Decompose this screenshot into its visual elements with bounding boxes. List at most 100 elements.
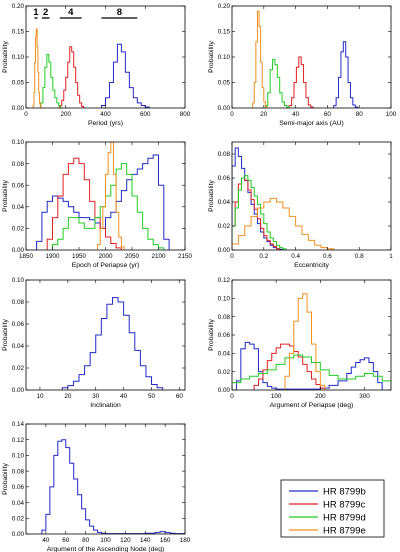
series-hr-8799c xyxy=(253,343,326,390)
y-tick-label: 0.04 xyxy=(218,199,231,206)
chart-panel-4: 0 0.2 0.4 0.6 0.8 1 0.00 0.02 0.04 0.06 0.08 Eccent… xyxy=(208,141,393,269)
x-tick-label: 20 xyxy=(260,111,268,118)
y-tick-label: 0.06 xyxy=(12,321,25,328)
y-tick-label: 0.08 xyxy=(12,161,25,168)
chart-panel-2: 0 20 40 60 80 100 0.00 0.05 0.10 0.15 0.20 Semi-maj… xyxy=(208,3,397,127)
series-hr-8799c xyxy=(288,56,314,108)
x-tick-label: 0.4 xyxy=(291,253,300,260)
legend-label: HR 8799c xyxy=(323,500,365,511)
y-tick-label: 0.10 xyxy=(218,296,231,303)
chart-panel-3: 1850 1900 1950 2000 2050 2100 2150 0.00 0.02 0.04… xyxy=(2,139,192,269)
y-tick-label: 0.00 xyxy=(218,247,231,254)
y-tick-label: 0.02 xyxy=(12,226,25,233)
series-hr-8799e xyxy=(284,293,326,390)
x-tick-label: 80 xyxy=(82,537,90,544)
y-tick-label: 0.02 xyxy=(218,369,231,376)
y-tick-label: 0.14 xyxy=(12,421,25,428)
plot-frame xyxy=(231,141,392,251)
y-tick-label: 0.00 xyxy=(12,531,25,538)
y-tick-label: 0.12 xyxy=(218,277,231,284)
x-tick-label: 0 xyxy=(24,111,28,118)
y-tick-label: 0.02 xyxy=(218,223,231,230)
y-tick-label: 0.00 xyxy=(218,105,231,112)
plot-frame xyxy=(25,5,186,109)
x-tick-label: 2100 xyxy=(151,253,166,260)
y-tick-label: 0.06 xyxy=(218,332,231,339)
y-tick-label: 0.04 xyxy=(12,343,25,350)
resonance-label: 4 xyxy=(68,7,74,18)
x-tick-label: 60 xyxy=(62,537,70,544)
y-axis-label: Probability xyxy=(208,41,215,73)
x-tick-label: 30 xyxy=(92,393,100,400)
y-tick-label: 0.08 xyxy=(12,468,25,475)
y-tick-label: 0.08 xyxy=(12,299,25,306)
x-axis-label: Semi-major axis (AU) xyxy=(279,120,344,127)
y-axis-label: Probability xyxy=(2,180,9,212)
y-axis-label: Probability xyxy=(2,41,9,73)
y-tick-label: 0.04 xyxy=(12,204,25,211)
y-tick-label: 0.02 xyxy=(12,515,25,522)
resonance-label: 1 xyxy=(33,7,39,18)
chart-panel-7: 40 60 80 100 120 140 160 180 0.00 0.02 0.04 0.06 0.0… xyxy=(2,421,191,552)
y-axis-label: Probability xyxy=(208,180,215,212)
y-tick-label: 0.15 xyxy=(12,29,25,36)
x-tick-label: 160 xyxy=(160,537,171,544)
y-tick-label: 0.20 xyxy=(218,3,231,10)
x-tick-label: 140 xyxy=(140,537,151,544)
y-tick-label: 0.00 xyxy=(12,387,25,394)
x-tick-label: 40 xyxy=(42,537,50,544)
series-hr-8799c xyxy=(59,46,85,108)
series-hr-8799d xyxy=(232,175,287,250)
x-tick-label: 80 xyxy=(356,111,364,118)
x-tick-label: 0.6 xyxy=(323,253,332,260)
y-tick-label: 0.10 xyxy=(12,54,25,61)
x-tick-label: 0 xyxy=(230,253,234,260)
series-hr-8799b xyxy=(235,341,383,390)
x-axis-label: Inclination xyxy=(90,402,121,409)
x-tick-label: 2050 xyxy=(125,253,140,260)
series-hr-8799e xyxy=(232,197,335,250)
x-tick-label: 200 xyxy=(315,393,326,400)
series-hr-8799d xyxy=(52,163,165,250)
series-hr-8799e xyxy=(97,142,125,250)
y-axis-label: Probability xyxy=(208,319,215,351)
x-tick-label: 20 xyxy=(64,393,72,400)
chart-panels: 0 200 400 600 8000.000.050.100.150.20Period … xyxy=(2,3,397,552)
series-hr-8799d xyxy=(264,59,290,108)
chart-panel-1: 0 200 400 600 800 0.00 0.05 0.10 0.15 0.20 Period … xyxy=(2,3,191,127)
x-tick-label: 200 xyxy=(60,111,71,118)
y-axis-label: Probability xyxy=(2,319,9,351)
x-tick-label: 600 xyxy=(140,111,151,118)
y-tick-label: 0.00 xyxy=(12,247,25,254)
plot-frame xyxy=(25,279,186,391)
x-tick-label: 180 xyxy=(180,537,191,544)
y-tick-label: 0.10 xyxy=(12,277,25,284)
x-tick-label: 0.8 xyxy=(355,253,364,260)
x-tick-label: 10 xyxy=(36,393,44,400)
x-tick-label: 100 xyxy=(100,537,111,544)
x-tick-label: 60 xyxy=(324,111,332,118)
x-tick-label: 40 xyxy=(292,111,300,118)
x-tick-label: 1900 xyxy=(45,253,60,260)
y-tick-label: 0.06 xyxy=(12,182,25,189)
y-tick-label: 0.12 xyxy=(12,437,25,444)
y-tick-label: 0.08 xyxy=(218,151,231,158)
y-tick-label: 0.04 xyxy=(12,500,25,507)
legend-label: HR 8799b xyxy=(323,487,366,498)
legend-label: HR 8799e xyxy=(323,526,366,537)
x-tick-label: 120 xyxy=(120,537,131,544)
resonance-label: 2 xyxy=(43,7,48,18)
x-tick-label: 300 xyxy=(359,393,370,400)
x-tick-label: 0 xyxy=(230,393,234,400)
series-hr-8799b xyxy=(333,41,359,108)
x-axis-label: Argument of Periapse (deg) xyxy=(270,402,354,409)
y-tick-label: 0.06 xyxy=(218,175,231,182)
x-axis-label: Eccentricity xyxy=(294,262,329,269)
y-axis-label: Probability xyxy=(2,463,9,495)
plot-frame xyxy=(25,423,186,535)
series-hr-8799c xyxy=(232,177,281,250)
chart-panel-5: 10 20 30 40 50 60 0.00 0.02 0.04 0.06 0.08 0.10 Incl… xyxy=(2,277,186,409)
y-tick-label: 0.10 xyxy=(218,54,231,61)
chart-panel-6: 0 100 200 300 0.00 0.02 0.04 0.06 0.08 0.10 0.12 Ar… xyxy=(208,277,392,409)
